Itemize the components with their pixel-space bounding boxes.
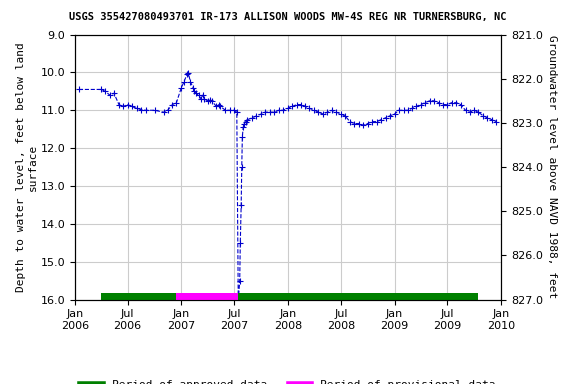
- Y-axis label: Groundwater level above NAVD 1988, feet: Groundwater level above NAVD 1988, feet: [547, 35, 557, 299]
- Text: USGS 355427080493701 IR-173 ALLISON WOODS MW-4S REG NR TURNERSBURG, NC: USGS 355427080493701 IR-173 ALLISON WOOD…: [69, 12, 507, 22]
- Y-axis label: Depth to water level, feet below land
surface: Depth to water level, feet below land su…: [16, 42, 37, 292]
- Legend: Period of approved data, Period of provisional data: Period of approved data, Period of provi…: [76, 376, 500, 384]
